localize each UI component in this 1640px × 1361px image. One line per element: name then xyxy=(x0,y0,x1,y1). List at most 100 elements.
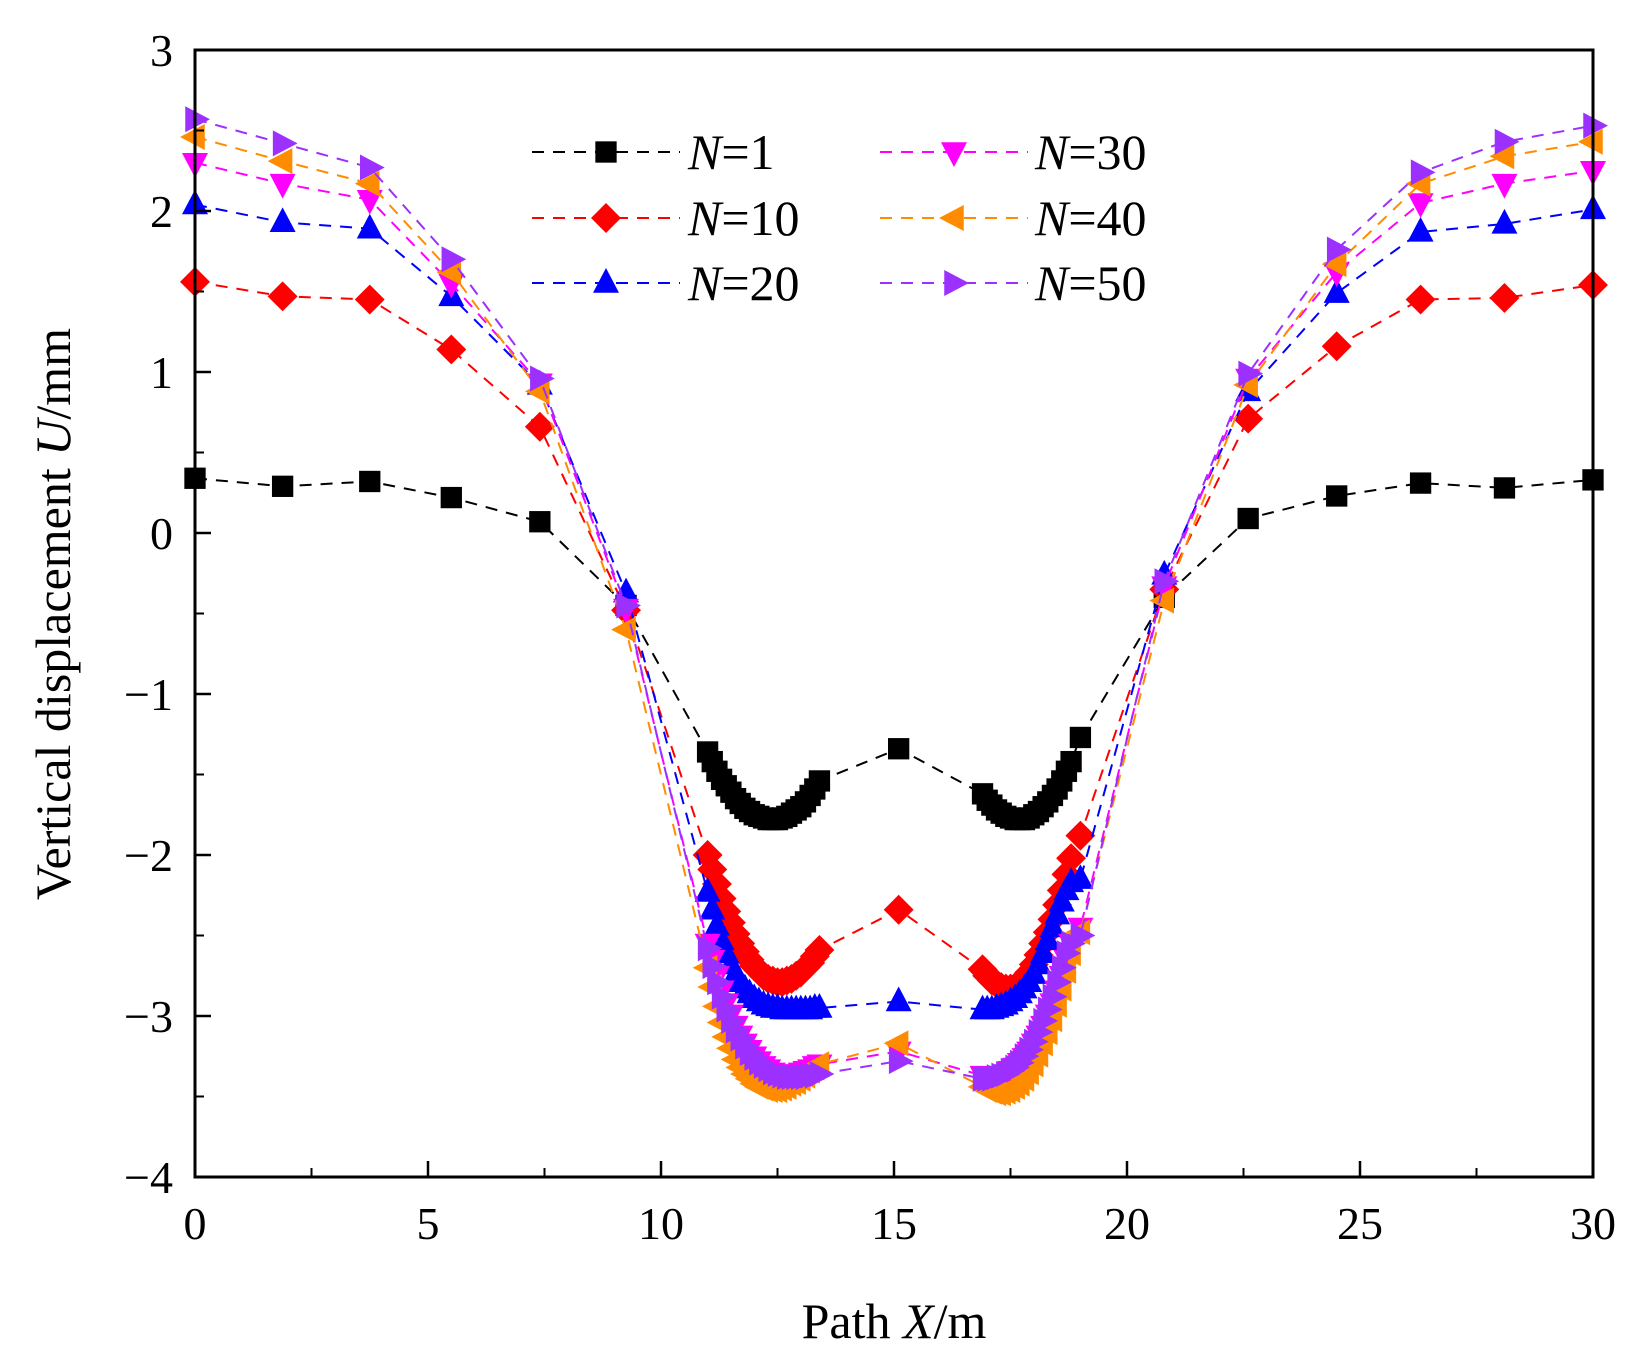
legend-item: N=30 xyxy=(880,124,1147,180)
data-point xyxy=(1494,128,1520,155)
data-point xyxy=(269,173,296,199)
series-4 xyxy=(182,152,1606,1093)
legend-marker xyxy=(944,270,969,296)
data-point xyxy=(356,189,383,215)
data-point xyxy=(888,738,910,760)
data-point xyxy=(271,475,294,497)
x-tick-label: 20 xyxy=(1104,1198,1150,1249)
data-point xyxy=(436,259,462,286)
legend-item: N=40 xyxy=(880,190,1147,246)
data-point xyxy=(699,894,726,920)
data-point xyxy=(809,1060,835,1087)
data-point xyxy=(1326,485,1348,507)
data-point xyxy=(530,365,555,392)
y-tick-label: −2 xyxy=(124,830,173,881)
data-point xyxy=(1051,859,1082,890)
legend-label: N=40 xyxy=(1034,190,1147,246)
legend-marker xyxy=(941,142,967,167)
data-point xyxy=(1583,112,1608,139)
series-3 xyxy=(182,189,1606,1020)
series-line xyxy=(194,477,1594,821)
data-point xyxy=(1044,899,1071,925)
series-2 xyxy=(180,266,1608,1004)
data-point xyxy=(1326,236,1352,263)
data-point xyxy=(436,334,467,365)
data-point xyxy=(354,284,385,315)
data-point xyxy=(1491,173,1518,199)
data-point xyxy=(1323,278,1350,303)
data-point xyxy=(1409,472,1432,494)
data-point xyxy=(1578,128,1603,155)
data-point xyxy=(883,894,914,925)
y-tick-label: −4 xyxy=(124,1152,173,1203)
y-tick-label: 3 xyxy=(150,25,173,76)
data-point xyxy=(360,154,385,181)
data-point xyxy=(1149,587,1175,614)
x-tick-label: 15 xyxy=(871,1198,917,1249)
data-point xyxy=(272,130,298,157)
series-layer xyxy=(180,106,1608,1107)
data-point xyxy=(1039,912,1066,938)
y-tick-label: −3 xyxy=(124,991,173,1042)
legend-marker xyxy=(593,268,619,293)
data-point xyxy=(1238,360,1264,387)
legend-label: N=10 xyxy=(687,190,800,246)
data-point xyxy=(701,869,732,899)
x-axis-title: Path X/m xyxy=(802,1293,987,1349)
data-point xyxy=(1233,403,1264,434)
y-tick-label: 2 xyxy=(150,186,173,237)
data-point xyxy=(1405,284,1436,315)
data-point xyxy=(694,877,721,902)
data-point xyxy=(356,213,383,239)
data-point xyxy=(267,148,293,175)
y-axis-title: Vertical displacement U/mm xyxy=(25,328,81,900)
data-point xyxy=(529,511,551,533)
data-point xyxy=(1070,922,1096,949)
data-point xyxy=(1065,820,1096,851)
x-tick-label: 0 xyxy=(184,1198,207,1249)
y-tick-label: 1 xyxy=(150,347,173,398)
series-line xyxy=(194,118,1594,1080)
legend-marker xyxy=(591,203,621,233)
legend-item: N=50 xyxy=(880,255,1147,311)
series-line xyxy=(194,203,1594,1011)
data-point xyxy=(1237,507,1259,530)
data-point xyxy=(1067,864,1094,889)
series-line xyxy=(194,135,1594,1095)
data-point xyxy=(1056,843,1087,874)
data-point xyxy=(1321,331,1352,362)
legend-item: N=10 xyxy=(532,190,800,246)
data-point xyxy=(1491,208,1518,234)
data-point xyxy=(440,486,462,509)
data-point xyxy=(1489,143,1515,170)
data-point xyxy=(1321,251,1347,278)
series-line xyxy=(194,280,1594,990)
data-point xyxy=(1154,568,1180,595)
data-point xyxy=(616,592,641,619)
data-point xyxy=(1407,216,1434,242)
data-point xyxy=(354,170,380,197)
series-6 xyxy=(185,106,1608,1092)
series-5 xyxy=(180,123,1603,1107)
series-1 xyxy=(184,467,1604,831)
data-point xyxy=(706,883,737,914)
data-point xyxy=(524,378,550,405)
legend-label: N=30 xyxy=(1034,124,1147,180)
legend-item: N=1 xyxy=(532,124,775,180)
data-point xyxy=(524,411,555,442)
x-tick-label: 10 xyxy=(638,1198,684,1249)
data-point xyxy=(1410,159,1436,186)
data-point xyxy=(359,470,381,493)
legend-label: N=20 xyxy=(687,255,800,311)
y-tick-label: 0 xyxy=(150,508,173,559)
legend-marker xyxy=(939,205,964,231)
legend: N=1 N=10 N=20 N=30 N=40 N=50 xyxy=(532,124,1147,311)
data-point xyxy=(808,770,831,792)
data-point xyxy=(885,986,912,1012)
legend-item: N=20 xyxy=(532,255,800,311)
ticks-layer: 0 5 10 15 20 25 30 −4 −3 −2 −1 0 1 2 3 xyxy=(124,25,1616,1249)
data-point xyxy=(269,207,296,233)
data-point xyxy=(441,246,467,273)
data-point xyxy=(1060,750,1082,773)
